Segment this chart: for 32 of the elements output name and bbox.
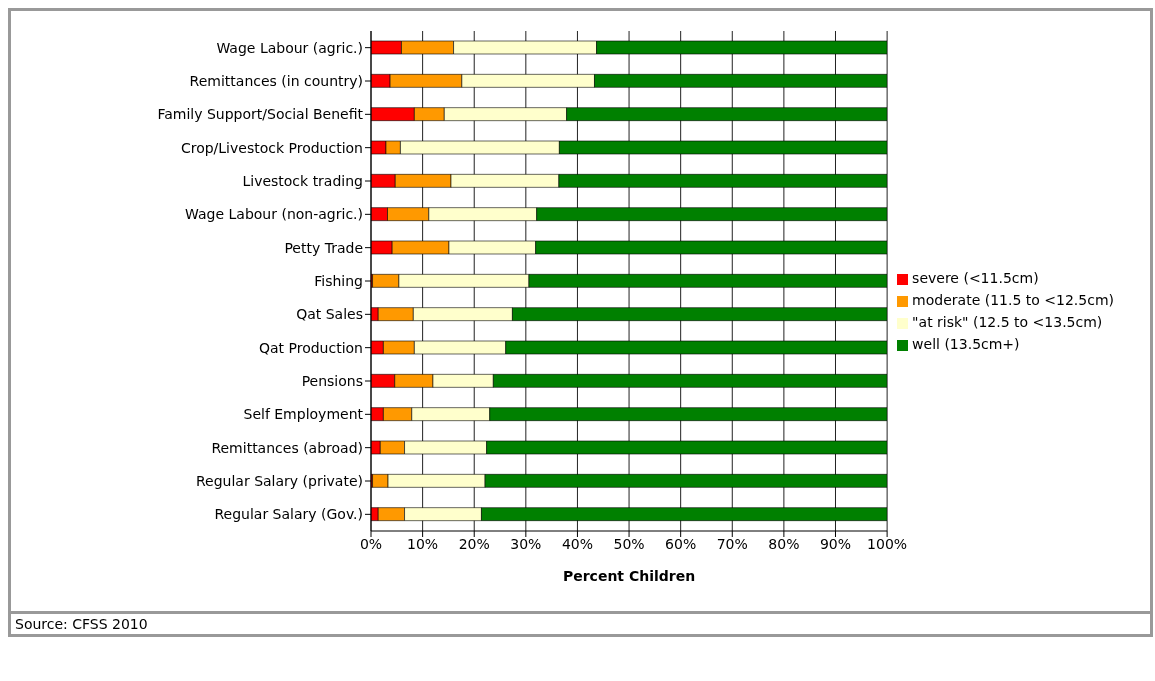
x-tick-label: 10%	[407, 535, 439, 552]
legend-label: well (13.5cm+)	[912, 336, 1020, 352]
y-tick-label: Self Employment	[243, 406, 364, 423]
legend-label: moderate (11.5 to <12.5cm)	[912, 292, 1114, 308]
y-tick-label: Livestock trading	[242, 172, 363, 189]
source-note: Source: CFSS 2010	[11, 611, 1150, 634]
y-tick-label: Fishing	[314, 272, 363, 289]
x-tick-label: 90%	[819, 535, 852, 552]
y-tick-label: Remittances (in country)	[189, 72, 363, 89]
x-axis-title: Percent Children	[562, 568, 696, 584]
y-tick-label: Petty Trade	[284, 239, 363, 256]
y-tick-label: Regular Salary (Gov.)	[214, 506, 363, 523]
y-tick-label: Regular Salary (private)	[196, 472, 363, 489]
x-tick-label: 20%	[458, 535, 490, 552]
y-tick-label: Qat Sales	[296, 306, 363, 323]
legend-label: severe (<11.5cm)	[912, 270, 1039, 286]
x-tick-label: 40%	[561, 535, 594, 552]
x-tick-label: 0%	[359, 535, 383, 552]
x-tick-label: 80%	[768, 535, 800, 552]
x-tick-label: 100%	[867, 535, 908, 552]
x-tick-label: 30%	[510, 535, 542, 552]
y-tick-label: Family Support/Social Benefit	[157, 106, 364, 123]
legend-label: "at risk" (12.5 to <13.5cm)	[912, 314, 1103, 330]
y-tick-label: Wage Labour (non-agric.)	[185, 206, 363, 223]
x-tick-label: 50%	[613, 535, 645, 552]
y-tick-label: Crop/Livestock Production	[180, 139, 363, 156]
x-tick-label: 70%	[716, 535, 748, 552]
y-tick-label: Wage Labour (agric.)	[216, 39, 363, 56]
y-tick-label: Remittances (abroad)	[211, 439, 363, 456]
x-tick-label: 60%	[665, 535, 697, 552]
y-tick-label: Pensions	[301, 372, 363, 389]
y-tick-label: Qat Production	[258, 339, 363, 356]
